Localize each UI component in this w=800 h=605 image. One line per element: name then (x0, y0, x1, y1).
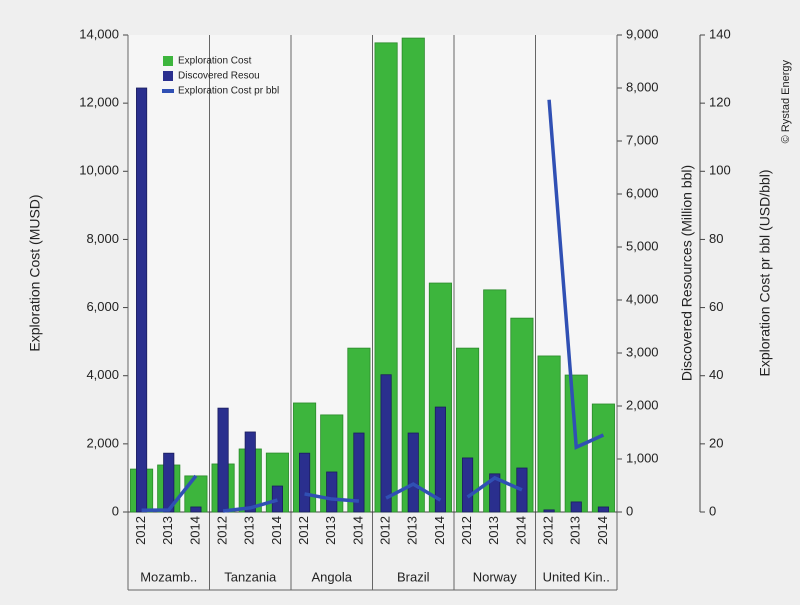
y3-tick-label: 60 (709, 299, 723, 314)
y-tick-label: 4,000 (86, 367, 119, 382)
y-tick-label: 10,000 (79, 163, 119, 178)
group-label: Brazil (397, 569, 430, 584)
bar (462, 457, 474, 513)
bar (271, 485, 283, 513)
legend-swatch (162, 89, 174, 93)
x-tick-label: 2012 (459, 516, 474, 545)
y-tick-label: 0 (112, 503, 119, 518)
group-label: Mozamb.. (140, 569, 197, 584)
group-label: Norway (473, 569, 518, 584)
y3-tick-label: 120 (709, 95, 731, 110)
x-tick-label: 2012 (296, 516, 311, 545)
line (304, 492, 360, 503)
line (222, 498, 278, 513)
bar (434, 406, 446, 513)
bar (597, 506, 609, 513)
x-tick-label: 2014 (432, 516, 447, 545)
x-tick-label: 2014 (187, 516, 202, 545)
y-axis-label: Exploration Cost (MUSD) (27, 194, 43, 351)
y2-tick-label: 6,000 (626, 185, 659, 200)
x-tick-label: 2012 (133, 516, 148, 545)
bar (244, 431, 256, 513)
x-tick-label: 2012 (541, 516, 556, 545)
line (141, 474, 198, 513)
group-label: Tanzania (224, 569, 277, 584)
legend-label: Discovered Resou (178, 71, 260, 82)
y3-tick-label: 140 (709, 26, 731, 41)
x-tick-label: 2013 (323, 516, 338, 545)
line (547, 99, 605, 450)
bar (190, 506, 202, 513)
x-tick-label: 2013 (486, 516, 501, 545)
bar (299, 452, 311, 513)
y2-axis-label: Discovered Resources (Million bbl) (679, 165, 695, 381)
y-tick-label: 6,000 (86, 299, 119, 314)
x-tick-label: 2014 (513, 516, 528, 545)
y-tick-label: 2,000 (86, 435, 119, 450)
y2-tick-label: 9,000 (626, 26, 659, 41)
y2-tick-label: 5,000 (626, 238, 659, 253)
group-label: Angola (312, 569, 353, 584)
x-tick-label: 2013 (242, 516, 257, 545)
bar (217, 407, 229, 513)
bar (489, 473, 501, 513)
y-tick-label: 12,000 (79, 95, 119, 110)
legend-swatch (163, 71, 173, 81)
bar (353, 432, 365, 513)
legend-swatch (163, 56, 173, 66)
y3-tick-label: 40 (709, 367, 723, 382)
y2-tick-label: 7,000 (626, 132, 659, 147)
y-tick-label: 8,000 (86, 231, 119, 246)
group-label: United Kin.. (543, 569, 610, 584)
y2-tick-label: 0 (626, 503, 633, 518)
y3-tick-label: 80 (709, 231, 723, 246)
line (466, 475, 523, 499)
bar (537, 355, 561, 513)
bar (407, 432, 419, 513)
y2-tick-label: 4,000 (626, 291, 659, 306)
y2-tick-label: 2,000 (626, 397, 659, 412)
bar (136, 87, 148, 513)
x-tick-label: 2013 (405, 516, 420, 545)
bar (570, 501, 582, 513)
x-tick-label: 2013 (568, 516, 583, 545)
bar (163, 452, 175, 513)
y2-tick-label: 8,000 (626, 79, 659, 94)
x-tick-label: 2014 (595, 516, 610, 545)
y2-tick-label: 1,000 (626, 450, 659, 465)
x-tick-label: 2012 (215, 516, 230, 545)
legend-label: Exploration Cost (178, 56, 252, 67)
source: © Rystad Energy (780, 60, 792, 144)
y2-tick-label: 3,000 (626, 344, 659, 359)
x-tick-label: 2012 (378, 516, 393, 545)
bar (591, 403, 615, 513)
y3-axis-label: Exploration Cost pr bbl (USD/bbl) (757, 170, 773, 377)
y3-tick-label: 20 (709, 435, 723, 450)
x-tick-label: 2013 (160, 516, 175, 545)
bar (516, 467, 528, 513)
line (385, 482, 442, 502)
legend-label: Exploration Cost pr bbl (178, 86, 279, 97)
bar (380, 374, 392, 513)
bar (543, 509, 555, 513)
y3-tick-label: 0 (709, 503, 716, 518)
y-tick-label: 14,000 (79, 26, 119, 41)
y3-tick-label: 100 (709, 163, 731, 178)
x-tick-label: 2014 (350, 516, 365, 545)
x-tick-label: 2014 (269, 516, 284, 545)
bar (326, 471, 338, 513)
